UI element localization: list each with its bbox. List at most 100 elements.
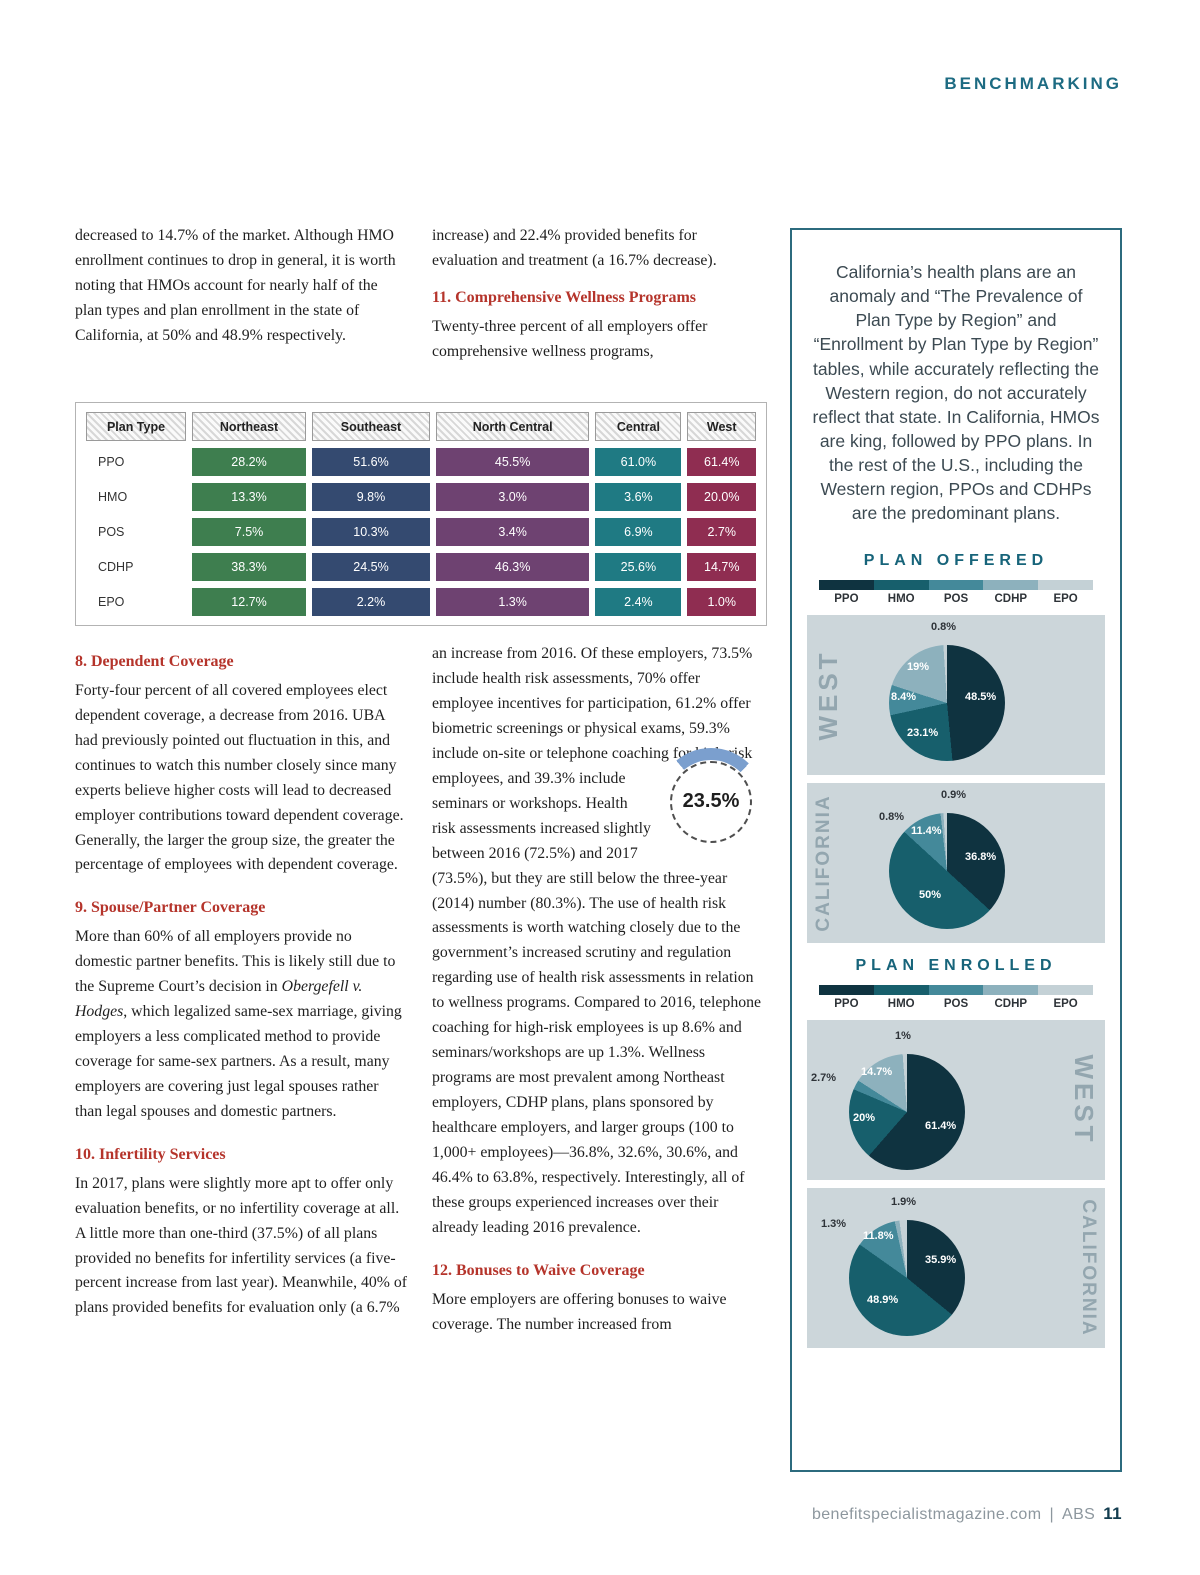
table-row: EPO 12.7% 2.2% 1.3% 2.4% 1.0% <box>86 588 756 616</box>
california-callout-text: California’s health plans are an anomaly… <box>812 262 1100 524</box>
plan-offered-title: PLAN OFFERED <box>863 551 1049 569</box>
section-9-text: More than 60% of all employers provide n… <box>75 928 396 996</box>
section-label: BENCHMARKING <box>944 74 1122 93</box>
pie-slice-label: 11.8% <box>863 1229 894 1242</box>
section-11-intro: Twenty-three percent of all employers of… <box>432 317 708 360</box>
plan-enrolled-section: PLAN ENROLLED PPO HMO POS CDHP EPO WEST … <box>807 957 1105 1348</box>
table-cell: 25.6% <box>595 553 682 581</box>
section-10-body: In 2017, plans were slightly more apt to… <box>75 1174 408 1317</box>
plan-type-cell: POS <box>98 525 125 539</box>
pie-slice-label: 23.1% <box>907 726 939 739</box>
legend-label: CDHP <box>994 592 1028 605</box>
table-cell: 38.3% <box>192 553 307 581</box>
plan-legend: PPO HMO POS CDHP EPO <box>819 579 1093 605</box>
table-cell: 2.4% <box>595 588 682 616</box>
pie-slice-label: 0.8% <box>879 810 905 823</box>
legend-swatch-hmo <box>873 579 929 590</box>
table-cell: 28.2% <box>192 448 307 476</box>
plan-offered-section: PLAN OFFERED PPO HMO POS CDHP EPO WEST 4… <box>807 552 1105 943</box>
column-header: North Central <box>435 412 590 441</box>
legend-label: EPO <box>1053 997 1078 1010</box>
section-9-heading: 9. Spouse/Partner Coverage <box>75 899 266 917</box>
region-label-west: WEST <box>1069 1053 1099 1146</box>
legend-swatch-epo <box>1038 579 1093 590</box>
section-9-text: , which legalized same-sex marriage, giv… <box>75 1003 402 1120</box>
table-cell: 51.6% <box>312 448 430 476</box>
pie-offered-california <box>889 812 1005 929</box>
pie-slice-label: 0.9% <box>941 788 967 801</box>
section-8-heading: 8. Dependent Coverage <box>75 653 234 670</box>
table-cell: 3.0% <box>435 483 590 511</box>
middle-column-bottom: an increase from 2016. Of these employer… <box>432 642 765 1352</box>
table-cell: 10.3% <box>312 518 430 546</box>
table-row: HMO 13.3% 9.8% 3.0% 3.6% 20.0% <box>86 483 756 511</box>
table-cell: 6.9% <box>595 518 682 546</box>
plan-type-cell: HMO <box>98 490 128 504</box>
pie-slice-label: 36.8% <box>965 850 997 863</box>
table-row: POS 7.5% 10.3% 3.4% 6.9% 2.7% <box>86 518 756 546</box>
legend-label: EPO <box>1053 592 1078 605</box>
section-12-body: More employers are offering bonuses to w… <box>432 1290 727 1333</box>
table-cell: 12.7% <box>192 588 307 616</box>
donut-dashed-track <box>670 760 752 843</box>
page-number: 11 <box>1103 1504 1122 1523</box>
table-cell: 1.3% <box>435 588 590 616</box>
pie-chart-offered-west: WEST 48.5% 23.1% 8.4% 19% 0.8% <box>807 614 1105 775</box>
column-header: Plan Type <box>86 412 186 441</box>
region-label-west: WEST <box>813 648 843 741</box>
pie-slice-label: 14.7% <box>861 1065 893 1078</box>
column-header: West <box>687 412 756 441</box>
pie-offered-west <box>889 644 1005 761</box>
section-11-text: an increase from 2016. Of these employer… <box>432 645 753 762</box>
benchmark-sidebar: California’s health plans are an anomaly… <box>790 228 1122 1472</box>
pie-slice-label: 50% <box>919 888 942 901</box>
plan-legend: PPO HMO POS CDHP EPO <box>819 984 1093 1010</box>
table-cell: 1.0% <box>687 588 756 616</box>
section-8-body: Forty-four percent of all covered employ… <box>75 681 404 874</box>
left-column-bottom: 8. Dependent Coverage Forty-four percent… <box>75 648 408 1335</box>
footer-brand: ABS <box>1062 1506 1096 1523</box>
legend-swatch-pos <box>928 579 984 590</box>
section-11-heading: 11. Comprehensive Wellness Programs <box>432 288 696 306</box>
legend-swatch-cdhp <box>983 984 1039 995</box>
pie-chart-enrolled-west: WEST 61.4% 20% 2.7% 14.7% 1% <box>807 1019 1105 1180</box>
table-cell: 13.3% <box>192 483 307 511</box>
table-row: CDHP 38.3% 24.5% 46.3% 25.6% 14.7% <box>86 553 756 581</box>
pie-slice-label: 48.9% <box>867 1293 899 1306</box>
section-11-body: an increase from 2016. Of these employer… <box>432 642 765 1241</box>
table-cell: 61.0% <box>595 448 682 476</box>
legend-swatch-pos <box>928 984 984 995</box>
legend-swatch-hmo <box>873 984 929 995</box>
legend-label: HMO <box>887 997 915 1010</box>
donut-value-label: 23.5% <box>682 790 740 813</box>
region-label-california: CALIFORNIA <box>1078 1198 1099 1337</box>
legend-swatch-ppo <box>819 984 874 995</box>
pie-slice-label: 1% <box>895 1029 911 1042</box>
pie-slice-label: 1.3% <box>821 1217 847 1230</box>
legend-swatches <box>819 984 1093 995</box>
pie-slice-label: 2.7% <box>811 1071 837 1084</box>
legend-labels: PPO HMO POS CDHP EPO <box>819 998 1093 1010</box>
table-cell: 46.3% <box>435 553 590 581</box>
table-cell: 9.8% <box>312 483 430 511</box>
column-header: Southeast <box>312 412 430 441</box>
section-12-heading: 12. Bonuses to Waive Coverage <box>432 1261 645 1279</box>
legend-label: CDHP <box>994 997 1028 1010</box>
legend-swatch-ppo <box>819 579 874 590</box>
pie-slice-label: 20% <box>853 1111 876 1124</box>
section-9-body: More than 60% of all employers provide n… <box>75 925 408 1125</box>
legend-swatch-cdhp <box>983 579 1039 590</box>
pie-slice-label: 61.4% <box>925 1119 957 1132</box>
plan-enrolled-title: PLAN ENROLLED <box>855 956 1057 974</box>
region-label-california: CALIFORNIA <box>813 793 834 932</box>
footer-site-link[interactable]: benefitspecialistmagazine.com <box>811 1506 1042 1523</box>
table-cell: 14.7% <box>687 553 756 581</box>
table-cell: 20.0% <box>687 483 756 511</box>
column-header: Northeast <box>192 412 307 441</box>
plan-type-region-table: Plan Type Northeast Southeast North Cent… <box>75 402 767 626</box>
footer-separator: | <box>1049 1506 1054 1523</box>
pie-enrolled-california <box>849 1219 965 1336</box>
pie-chart-offered-california: CALIFORNIA 36.8% 50% 11.4% 0.8% 0.9% <box>807 782 1105 943</box>
pie-slice-label: 0.8% <box>931 620 957 633</box>
middle-column-top: increase) and 22.4% provided benefits fo… <box>432 224 765 379</box>
